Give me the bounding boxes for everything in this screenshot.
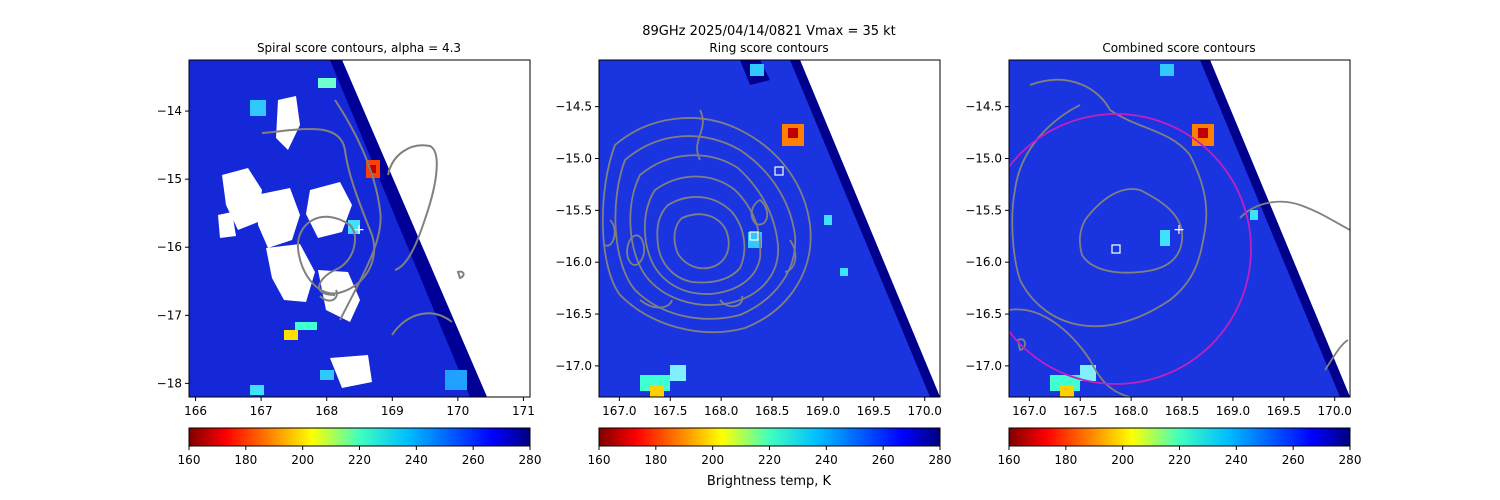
- x-tick-label: 170.0: [908, 404, 942, 418]
- x-tick-label: 170: [446, 404, 469, 418]
- combined-center-marker: +: [1173, 222, 1185, 238]
- ring-panel: Ring score contours: [555, 41, 951, 489]
- colorbar-tick-label: 160: [998, 453, 1021, 467]
- spiral-panel: Spiral score contours, alpha = 4.3: [157, 41, 542, 467]
- ring-score-contours: [601, 109, 812, 334]
- y-tick-label: −15: [157, 172, 182, 186]
- ring-panel-title: Ring score contours: [709, 41, 828, 55]
- x-tick-label: 166: [184, 404, 207, 418]
- ring-heatmap: [599, 60, 940, 397]
- spiral-center-marker: +: [353, 222, 365, 238]
- colorbar-tick-label: 200: [1111, 453, 1134, 467]
- combined-square-marker: [1111, 244, 1121, 254]
- x-tick-label: 167.5: [653, 404, 687, 418]
- spiral-axes-frame: [188, 59, 531, 398]
- combined-panel-title: Combined score contours: [1102, 41, 1255, 55]
- colorbar-tick-label: 260: [462, 453, 485, 467]
- y-tick-label: −14.5: [965, 100, 1002, 114]
- colorbar-tick-label: 200: [701, 453, 724, 467]
- y-tick-label: −16.0: [965, 255, 1002, 269]
- x-tick-label: 168.0: [1114, 404, 1148, 418]
- colorbar-tick-label: 220: [758, 453, 781, 467]
- ring-square-marker: [774, 166, 784, 176]
- combined-swath-edge: [1200, 60, 1350, 397]
- colorbar-tick-label: 260: [872, 453, 895, 467]
- x-tick-label: 168: [315, 404, 338, 418]
- colorbar-tick-label: 180: [234, 453, 257, 467]
- x-tick-label: 168.5: [755, 404, 789, 418]
- y-tick-label: −15.0: [965, 152, 1002, 166]
- combined-ring-circle: [1009, 113, 1252, 385]
- spiral-panel-title: Spiral score contours, alpha = 4.3: [257, 41, 461, 55]
- spiral-y-axis: −14 −15 −16 −17 −18: [157, 104, 189, 390]
- colorbar-tick-label: 220: [1168, 453, 1191, 467]
- spiral-warm-patches: [250, 78, 467, 395]
- x-tick-label: 167.0: [1012, 404, 1046, 418]
- ring-warm-patches: [640, 64, 848, 397]
- x-tick-label: 169: [381, 404, 404, 418]
- combined-axes-frame: [1008, 59, 1351, 398]
- colorbar-tick-label: 260: [1282, 453, 1305, 467]
- colorbar-label: Brightness temp, K: [707, 474, 832, 489]
- ring-axes-frame: [598, 59, 941, 398]
- combined-y-axis: −14.5 −15.0 −15.5 −16.0 −16.5 −17.0: [965, 100, 1009, 373]
- y-tick-label: −16.5: [965, 307, 1002, 321]
- combined-warm-patches: [1050, 64, 1258, 397]
- colorbar-tick-label: 180: [644, 453, 667, 467]
- colorbar-tick-label: 240: [405, 453, 428, 467]
- y-tick-label: −16.0: [555, 255, 592, 269]
- y-tick-label: −14.5: [555, 100, 592, 114]
- colorbar-tick-label: 240: [815, 453, 838, 467]
- combined-score-contours: [1009, 78, 1350, 397]
- x-tick-label: 167.0: [602, 404, 636, 418]
- figure-suptitle: 89GHz 2025/04/14/0821 Vmax = 35 kt: [642, 24, 896, 39]
- y-tick-label: −15.5: [965, 203, 1002, 217]
- colorbar-tick-label: 220: [348, 453, 371, 467]
- x-tick-label: 171: [512, 404, 535, 418]
- y-tick-label: −17: [157, 308, 182, 322]
- colorbar-tick-label: 240: [1225, 453, 1248, 467]
- ring-square-marker: [749, 231, 759, 241]
- ring-x-axis: 167.0 167.5 168.0 168.5 169.0 169.5 170.0: [602, 397, 942, 418]
- spiral-x-axis: 166 167 168 169 170 171: [184, 397, 535, 418]
- x-tick-label: 167: [250, 404, 273, 418]
- y-tick-label: −14: [157, 104, 182, 118]
- spiral-heatmap: [189, 60, 530, 397]
- y-tick-label: −15.5: [555, 203, 592, 217]
- x-tick-label: 168.5: [1165, 404, 1199, 418]
- x-tick-label: 167.5: [1063, 404, 1097, 418]
- x-tick-label: 169.0: [806, 404, 840, 418]
- ring-colorbar: 160 180 200 220 240 260 280: [588, 427, 952, 467]
- x-tick-label: 168.0: [704, 404, 738, 418]
- spiral-colorbar: 160 180 200 220 240 260 280: [178, 427, 542, 467]
- combined-x-axis: 167.0 167.5 168.0 168.5 169.0 169.5 170.0: [1012, 397, 1352, 418]
- combined-heatmap: [1009, 60, 1350, 397]
- y-tick-label: −16.5: [555, 307, 592, 321]
- x-tick-label: 169.5: [857, 404, 891, 418]
- spiral-score-contours: [261, 99, 465, 336]
- y-tick-label: −17.0: [555, 359, 592, 373]
- x-tick-label: 170.0: [1318, 404, 1352, 418]
- x-tick-label: 169.5: [1267, 404, 1301, 418]
- y-tick-label: −18: [157, 376, 182, 390]
- y-tick-label: −16: [157, 240, 182, 254]
- colorbar-tick-label: 280: [1339, 453, 1362, 467]
- combined-panel: Combined score contours: [965, 41, 1361, 467]
- spiral-masked-regions: [218, 96, 372, 388]
- colorbar-tick-label: 160: [178, 453, 201, 467]
- colorbar-tick-label: 280: [929, 453, 952, 467]
- ring-y-axis: −14.5 −15.0 −15.5 −16.0 −16.5 −17.0: [555, 100, 599, 373]
- spiral-swath-edge: [330, 60, 487, 397]
- y-tick-label: −15.0: [555, 152, 592, 166]
- colorbar-tick-label: 160: [588, 453, 611, 467]
- colorbar-tick-label: 180: [1054, 453, 1077, 467]
- colorbar-tick-label: 200: [291, 453, 314, 467]
- x-tick-label: 169.0: [1216, 404, 1250, 418]
- y-tick-label: −17.0: [965, 359, 1002, 373]
- combined-colorbar: 160 180 200 220 240 260 280: [998, 427, 1362, 467]
- colorbar-tick-label: 280: [519, 453, 542, 467]
